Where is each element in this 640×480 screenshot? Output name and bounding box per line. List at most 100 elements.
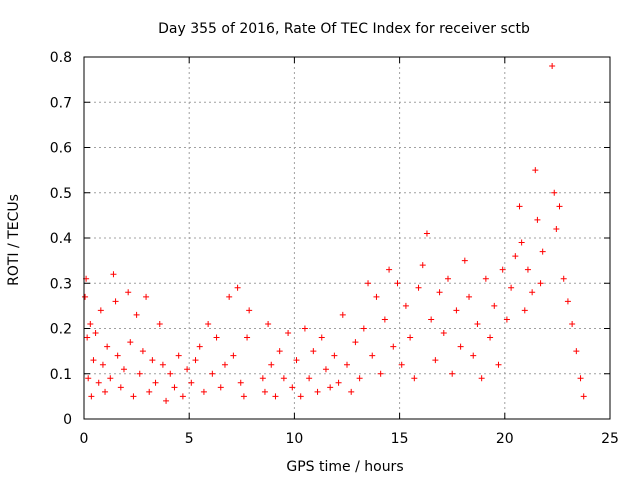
data-point	[85, 375, 92, 382]
data-point	[580, 393, 587, 400]
data-point	[133, 311, 140, 318]
data-point	[453, 307, 460, 314]
data-point	[314, 388, 321, 395]
data-point	[217, 384, 224, 391]
data-point	[306, 375, 313, 382]
x-tick-label: 15	[391, 431, 409, 447]
data-point	[436, 289, 443, 296]
data-point	[512, 253, 519, 260]
data-point	[457, 343, 464, 350]
data-point	[179, 393, 186, 400]
data-point	[110, 271, 117, 278]
y-tick-labels: 0 0.1 0.2 0.3 0.4 0.5 0.6 0.7 0.8	[50, 50, 72, 428]
data-point	[163, 397, 170, 404]
data-point	[188, 379, 195, 386]
data-point	[289, 384, 296, 391]
data-point	[95, 379, 102, 386]
data-point	[196, 343, 203, 350]
data-point	[234, 284, 241, 291]
y-tick-label: 0.8	[50, 50, 72, 66]
data-point	[518, 239, 525, 246]
data-point	[390, 343, 397, 350]
data-point	[107, 375, 114, 382]
data-point	[327, 384, 334, 391]
data-point	[143, 293, 150, 300]
data-point	[553, 225, 560, 232]
data-point	[466, 293, 473, 300]
data-point	[360, 325, 367, 332]
data-point	[139, 348, 146, 355]
data-point	[521, 307, 528, 314]
data-point	[508, 284, 515, 291]
data-point	[259, 375, 266, 382]
data-point	[244, 334, 251, 341]
data-point	[152, 379, 159, 386]
data-point	[524, 266, 531, 273]
data-point	[136, 370, 143, 377]
data-point	[381, 316, 388, 323]
data-point	[365, 280, 372, 287]
data-point	[127, 339, 134, 346]
data-point	[573, 348, 580, 355]
data-point	[280, 375, 287, 382]
x-tick-label: 0	[80, 431, 89, 447]
data-point	[461, 257, 468, 264]
data-point	[499, 266, 506, 273]
data-point	[537, 280, 544, 287]
data-point	[356, 375, 363, 382]
chart-title: Day 355 of 2016, Rate Of TEC Index for r…	[158, 21, 530, 37]
data-point	[112, 298, 119, 305]
data-point	[149, 357, 156, 364]
data-point	[159, 361, 166, 368]
data-point	[301, 325, 308, 332]
data-point	[428, 316, 435, 323]
y-tick-label: 0.2	[50, 322, 72, 338]
data-point	[322, 366, 329, 373]
data-point	[373, 293, 380, 300]
data-point	[213, 334, 220, 341]
axis-ticks	[83, 56, 611, 420]
data-point	[348, 388, 355, 395]
x-axis-label: GPS time / hours	[286, 459, 403, 475]
data-points	[82, 63, 587, 404]
data-point	[577, 375, 584, 382]
y-tick-label: 0	[63, 412, 72, 428]
data-point	[569, 320, 576, 327]
x-tick-label: 10	[285, 431, 303, 447]
data-point	[503, 316, 510, 323]
data-point	[556, 203, 563, 210]
data-point	[102, 388, 109, 395]
data-point	[221, 361, 228, 368]
data-point	[265, 320, 272, 327]
data-point	[184, 366, 191, 373]
data-point	[491, 302, 498, 309]
data-point	[318, 334, 325, 341]
data-point	[205, 320, 212, 327]
data-point	[369, 352, 376, 359]
data-point	[310, 348, 317, 355]
data-point	[209, 370, 216, 377]
data-point	[297, 393, 304, 400]
data-point	[200, 388, 207, 395]
y-tick-label: 0.1	[50, 367, 72, 383]
data-point	[104, 343, 111, 350]
x-tick-label: 20	[496, 431, 514, 447]
data-point	[237, 379, 244, 386]
data-point	[156, 320, 163, 327]
data-point	[495, 361, 502, 368]
data-point	[419, 262, 426, 269]
x-tick-labels: 0 5 10 15 20 25	[80, 431, 619, 447]
data-point	[335, 379, 342, 386]
data-point	[117, 384, 124, 391]
data-point	[487, 334, 494, 341]
data-point	[482, 275, 489, 282]
data-point	[564, 298, 571, 305]
data-point	[411, 375, 418, 382]
data-point	[130, 393, 137, 400]
data-point	[478, 375, 485, 382]
data-point	[175, 352, 182, 359]
data-point	[230, 352, 237, 359]
x-tick-label: 25	[601, 431, 619, 447]
x-tick-label: 5	[185, 431, 194, 447]
data-point	[285, 330, 292, 337]
